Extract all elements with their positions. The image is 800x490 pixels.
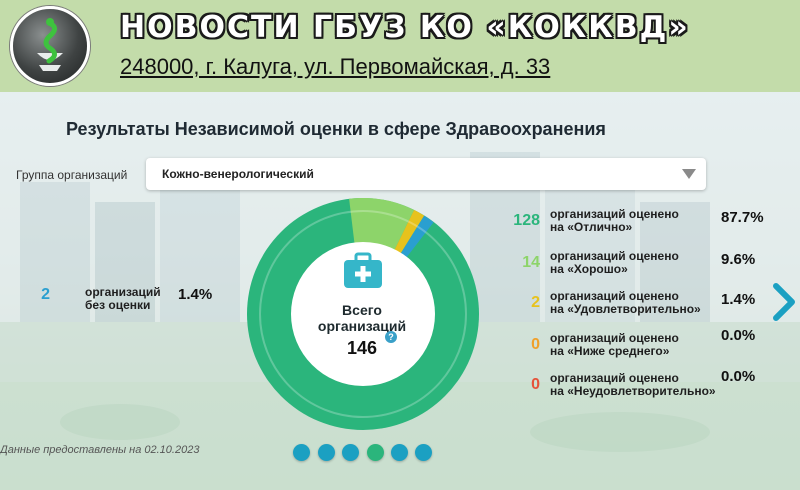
total-organizations-label: Всего организаций xyxy=(317,302,407,334)
stat-label-line1: организаций оценено xyxy=(550,289,679,303)
stat-count: 14 xyxy=(522,254,540,271)
stat-label-line1: организаций оценено xyxy=(550,207,679,221)
stat-label-line1: организаций оценено xyxy=(550,371,679,385)
stat-percent: 9.6% xyxy=(721,251,756,268)
stat-label-line1: организаций xyxy=(85,285,161,299)
stat-label-line1: организаций оценено xyxy=(550,331,679,345)
carousel-dot-6[interactable] xyxy=(415,444,432,461)
chevron-right-icon[interactable] xyxy=(770,282,798,322)
stat-label-line2: на «Хорошо» xyxy=(550,262,628,276)
data-date-note: Данные предоставлены на 02.10.2023 xyxy=(0,444,200,456)
total-organizations-count: 146 xyxy=(346,338,378,358)
stat-percent: 87.7% xyxy=(721,209,764,226)
stat-label-line1: организаций оценено xyxy=(550,249,679,263)
carousel-dot-4[interactable] xyxy=(367,444,384,461)
carousel-dot-5[interactable] xyxy=(391,444,408,461)
stat-label-line2: на «Ниже среднего» xyxy=(550,344,670,358)
stat-count: 0 xyxy=(531,376,540,393)
stat-percent: 0.0% xyxy=(721,368,756,385)
stat-label-line2: на «Отлично» xyxy=(550,220,633,234)
site-title: НОВОСТИ ГБУЗ КО «КОККВД» xyxy=(120,10,690,45)
carousel-dot-2[interactable] xyxy=(318,444,335,461)
stat-percent: 0.0% xyxy=(721,327,756,344)
group-select-label: Группа организаций xyxy=(16,168,128,182)
chevron-down-icon[interactable] xyxy=(682,169,696,179)
stat-label-line2: на «Удовлетворительно» xyxy=(550,302,701,316)
stat-count: 0 xyxy=(531,336,540,353)
carousel-dot-3[interactable] xyxy=(342,444,359,461)
stat-percent: 1.4% xyxy=(178,286,213,303)
rating-widget: Результаты Независимой оценки в сфере Зд… xyxy=(0,92,800,490)
site-header: НОВОСТИ ГБУЗ КО «КОККВД» 248000, г. Калу… xyxy=(0,0,800,92)
stat-count: 2 xyxy=(41,286,50,303)
medical-kit-icon xyxy=(344,252,382,288)
snake-bowl-logo-icon[interactable] xyxy=(10,6,90,86)
stat-count: 2 xyxy=(531,294,540,311)
stat-label-line2: на «Неудовлетворительно» xyxy=(550,384,716,398)
rating-donut-chart xyxy=(247,198,479,430)
organization-group-select[interactable]: Кожно-венерологический xyxy=(146,158,706,190)
stat-label-line2: без оценки xyxy=(85,298,151,312)
carousel-dot-1[interactable] xyxy=(293,444,310,461)
stat-count: 128 xyxy=(513,212,540,229)
stat-percent: 1.4% xyxy=(721,291,756,308)
group-select-value: Кожно-венерологический xyxy=(162,167,314,181)
info-icon[interactable]: ? xyxy=(385,331,397,343)
widget-title: Результаты Независимой оценки в сфере Зд… xyxy=(66,119,606,139)
site-address[interactable]: 248000, г. Калуга, ул. Первомайская, д. … xyxy=(120,54,551,79)
